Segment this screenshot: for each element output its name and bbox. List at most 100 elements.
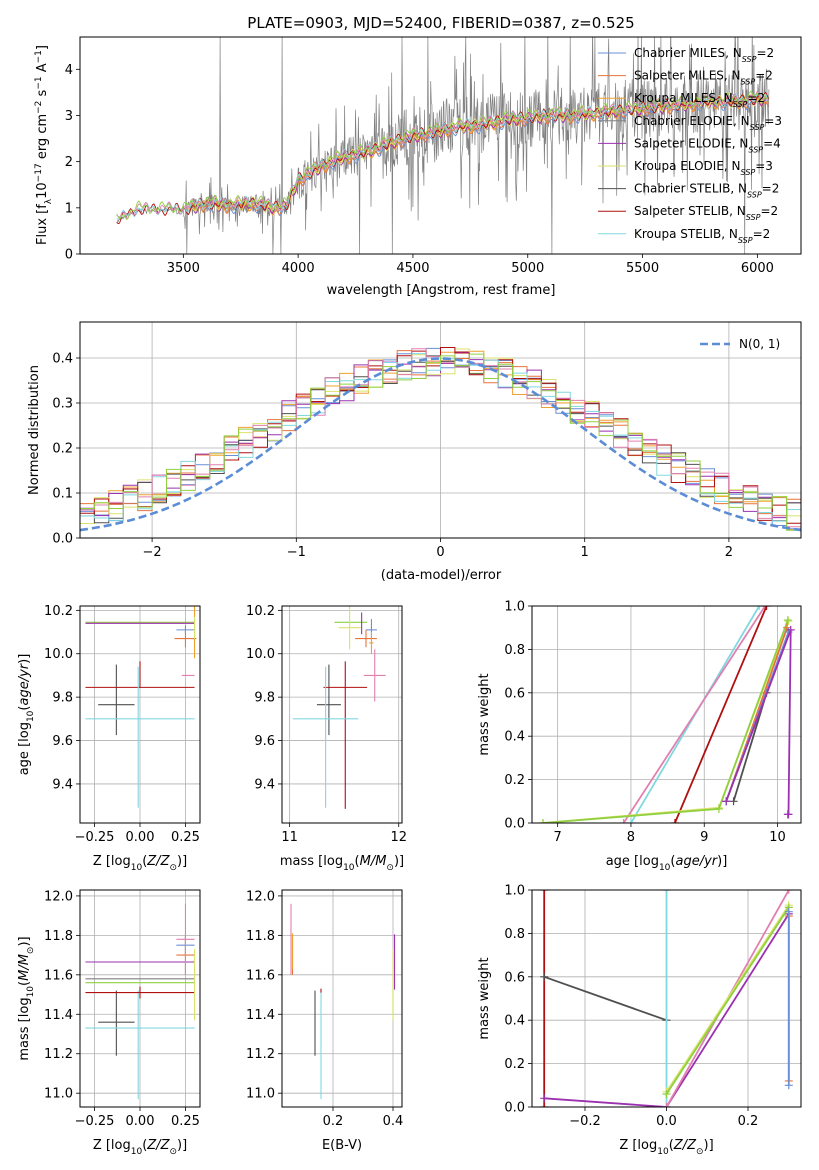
label-part: )] <box>704 1138 714 1153</box>
mass-weight-marker <box>626 819 635 823</box>
label-part: s <box>35 89 50 100</box>
label-part: mass weight <box>477 957 492 1039</box>
y-tick-label: 11.4 <box>44 1008 73 1023</box>
legend-label-part: Kroupa STELIB, N <box>634 227 738 241</box>
x-tick-label: 12 <box>390 830 407 845</box>
label-part: E(B-V) <box>322 1138 362 1153</box>
massweight-vs-Z-axes: −0.2 0.0 0.2 0.0 0.2 0.4 0.6 0.8 1.0 Z [log10(Z/Z… <box>477 884 802 1157</box>
error-point <box>338 606 361 650</box>
legend-label-part: Chabrier STELIB, N <box>634 182 747 196</box>
label-part: 10 <box>131 863 143 873</box>
mass-weight-series <box>540 972 671 1025</box>
y-tick-label: 9.4 <box>52 777 73 792</box>
label-part: A <box>35 63 50 76</box>
age-vs-Z-axes: −0.25 0.00 0.259.49.69.810.010.2Z [log10(Z… <box>17 604 201 873</box>
y-tick-label: 11.4 <box>246 1008 275 1023</box>
mass-weight-marker <box>722 797 731 806</box>
label-part: 10 <box>657 1147 669 1157</box>
residual-histogram <box>80 353 801 538</box>
y-tick-label: 10.0 <box>246 647 275 662</box>
model-spectrum-line <box>116 91 769 220</box>
error-point <box>323 661 368 809</box>
y-axis-label: mass [log10(M/M⊙)] <box>17 936 36 1060</box>
label-part: M/M <box>17 954 32 981</box>
spectrum-frame: 3500 4000 4500 5000 5500 6000 0 1 2 3 4 wavelength … <box>34 36 802 298</box>
mass-weight-series <box>729 688 771 806</box>
x-tick-label: 0.25 <box>171 830 200 845</box>
massweight-vs-Z-plot <box>540 890 793 1107</box>
label-part: ( <box>142 854 147 869</box>
axes-frame <box>531 605 802 824</box>
mass-weight-series <box>619 606 770 823</box>
legend-label-part: Salpeter MILES, N <box>634 69 741 83</box>
y-tick-label: 0.0 <box>52 532 73 547</box>
y-tick-label: 0.1 <box>52 487 73 502</box>
label-part: mass [log <box>17 997 32 1060</box>
y-tick-label: 1.0 <box>504 600 525 615</box>
mass-weight-line <box>542 620 790 823</box>
y-tick-label: 0.4 <box>504 730 525 745</box>
label-part: ( <box>355 854 360 869</box>
mass-weight-marker <box>784 617 793 626</box>
y-tick-label: 0.8 <box>504 643 525 658</box>
x-tick-label: 9 <box>700 830 708 845</box>
y-axis-label: Normed distribution <box>27 365 42 495</box>
y-tick-label: 0.4 <box>504 1014 525 1029</box>
x-tick-label: 10 <box>769 830 786 845</box>
y-tick-label: 12.0 <box>44 889 73 904</box>
mass-weight-marker <box>540 1103 549 1107</box>
x-axis-label: age [log10(age/yr)] <box>606 854 728 873</box>
error-point <box>85 661 195 688</box>
mass-weight-marker <box>662 890 671 894</box>
y-tick-label: 0.2 <box>52 442 73 457</box>
error-point <box>176 903 195 975</box>
y-tick-label: 9.6 <box>254 734 275 749</box>
y-axis-label: mass weight <box>477 673 492 755</box>
x-tick-label: 6000 <box>741 261 774 276</box>
y-tick-label: 10.2 <box>246 604 275 619</box>
y-tick-label: 1.0 <box>504 884 525 899</box>
x-tick-label: 0.00 <box>126 830 155 845</box>
label-part: )] <box>177 1138 187 1153</box>
label-part: Z [log <box>93 854 131 869</box>
label-part: ( <box>17 706 32 711</box>
y-tick-label: 0.3 <box>52 397 73 412</box>
label-part: −2 <box>34 101 44 114</box>
label-part: Z/Z <box>673 1138 697 1153</box>
mass-weight-line <box>674 606 768 823</box>
legend-label-part: =2 <box>756 46 774 60</box>
legend-label-part: =2 <box>747 91 765 105</box>
mass-weight-marker <box>784 907 793 916</box>
label-part: ( <box>17 981 32 986</box>
label-part: ( <box>670 854 675 869</box>
mass-vs-ebv-frame: 0.2 0.4 11.0 11.2 11.4 11.6 11.8 12.0 E(B-V) <box>246 889 403 1153</box>
y-tick-label: 9.4 <box>254 777 275 792</box>
label-part: 10 <box>343 863 355 873</box>
y-axis-label: Flux [fλ10−17 erg cm−2 s−1 A−1] <box>34 45 54 245</box>
x-tick-label: 3500 <box>167 261 200 276</box>
label-part: −1 <box>34 76 44 89</box>
legend-label: Chabrier ELODIE, NSSP=3 <box>634 114 782 132</box>
legend-label: Salpeter ELODIE, NSSP=4 <box>634 136 781 154</box>
y-tick-label: 11.0 <box>44 1087 73 1102</box>
label-part: Flux [f <box>35 204 50 245</box>
mass-vs-Z-frame: −0.25 0.00 0.25 11.0 11.2 11.4 11.6 11.8 12.0 Z [… <box>17 889 201 1157</box>
y-tick-label: 0.6 <box>504 970 525 985</box>
axes-frame <box>79 36 802 255</box>
label-part: 10 <box>26 986 36 998</box>
mass-weight-series <box>784 907 793 1090</box>
massweight-vs-age-plot <box>538 606 795 823</box>
mass-vs-ebv-axes: 0.2 0.4 11.0 11.2 11.4 11.6 11.8 12.0 E(B-V) <box>246 889 403 1153</box>
figure-title: PLATE=0903, MJD=52400, FIBERID=0387, z=0… <box>247 14 634 32</box>
x-axis-label: Z [log10(Z/Z⊙)] <box>93 854 187 873</box>
error-point <box>355 629 377 648</box>
y-tick-label: 9.6 <box>52 734 73 749</box>
y-tick-label: 11.0 <box>246 1087 275 1102</box>
label-part: )] <box>394 854 404 869</box>
residuals-plot <box>80 347 801 538</box>
legend-label-part: =4 <box>763 136 781 150</box>
legend-label-part: =3 <box>764 114 782 128</box>
